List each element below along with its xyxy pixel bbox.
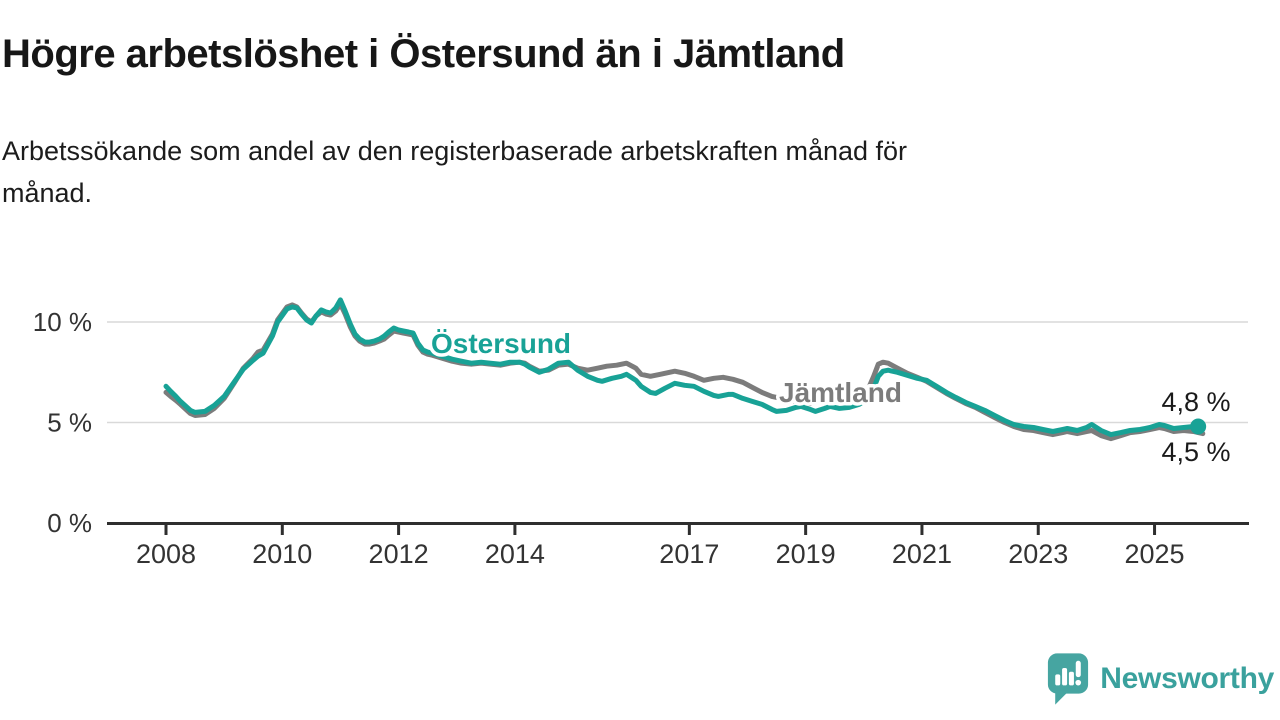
gridlines-group [107,321,1248,424]
y-tick-label: 0 % [47,508,92,538]
newsworthy-bubble-chart-icon [1048,653,1089,705]
x-tick-label: 2017 [659,539,719,569]
y-tick-label: 5 % [47,408,92,438]
series-label-ostersund: Östersund [431,328,571,359]
series-line-jamtland [163,301,1206,442]
newsworthy-logo: Newsworthy [1047,651,1274,707]
series-label-jamtland: Jämtland [779,377,902,408]
series-group [163,297,1207,442]
x-tick-label: 2021 [892,539,952,569]
x-axis-group: 2008 2010 2012 2014 2017 2019 2021 2023 2025 [107,522,1249,569]
x-tick-label: 2014 [485,539,545,569]
latest-value-dot-ostersund [1190,418,1207,435]
x-tick-label: 2012 [369,539,429,569]
chart-title: Högre arbetslöshet i Östersund än i Jämt… [2,32,845,76]
x-tick-label: 2010 [252,539,312,569]
x-tick-label: 2023 [1008,539,1068,569]
x-tick-label: 2025 [1125,539,1185,569]
x-tick-label: 2008 [136,539,196,569]
labels-group: 0 % 5 % 10 % Jämtland Östersund 4,5 % 4,8 % [33,307,1231,538]
end-value-label-ostersund: 4,8 % [1161,387,1230,417]
end-value-label-jamtland: 4,5 % [1161,437,1230,467]
series-line-ostersund [163,297,1201,438]
chart-subtitle: Arbetssökande som andel av den registerb… [2,136,908,208]
brand-name: Newsworthy [1100,662,1274,695]
x-tick-label: 2019 [776,539,836,569]
y-tick-label: 10 % [33,307,92,337]
